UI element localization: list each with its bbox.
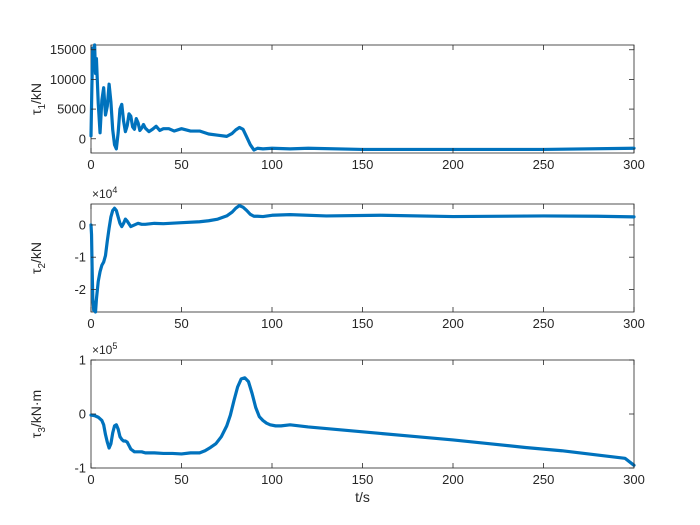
axis-multiplier: ×105: [92, 341, 117, 357]
subplot-1: 0 50 100 150 200 250 300 0 5000 10000 15000 τ1/kN: [28, 42, 645, 172]
y-tick-label: 0: [79, 407, 86, 422]
x-tick-label: 250: [533, 157, 555, 172]
y-axis-label: τ2/kN: [28, 242, 48, 274]
series-line: [89, 204, 636, 314]
y-axis-label: τ1/kN: [28, 83, 48, 115]
x-tick-label: 100: [261, 157, 283, 172]
y-tick-label: 15000: [50, 42, 86, 57]
axes-box: [90, 203, 635, 313]
series-line: [89, 376, 636, 467]
x-tick-label: 150: [352, 157, 374, 172]
y-tick-label: 1: [79, 353, 86, 368]
x-tick-label: 0: [87, 472, 94, 487]
axis-multiplier: ×104: [92, 185, 117, 201]
x-tick-label: 0: [87, 316, 94, 331]
series-line: [89, 43, 636, 152]
y-axis-label: τ3/kN·m: [28, 390, 48, 438]
x-tick-label: 50: [174, 472, 188, 487]
y-tick-label: 0: [79, 217, 86, 232]
x-tick-label: 0: [87, 157, 94, 172]
x-tick-label: 50: [174, 157, 188, 172]
y-tick-label: -1: [74, 461, 86, 476]
x-tick-label: 300: [623, 472, 645, 487]
x-tick-label: 300: [623, 316, 645, 331]
x-tick-label: 150: [352, 316, 374, 331]
x-tick-label: 200: [442, 472, 464, 487]
subplot-2: 0 50 100 150 200 250 300 -2 -1 0 ×104 τ2/kN: [28, 185, 645, 331]
x-tick-label: 250: [533, 472, 555, 487]
x-tick-label: 50: [174, 316, 188, 331]
x-tick-label: 250: [533, 316, 555, 331]
x-tick-label: 300: [623, 157, 645, 172]
x-tick-label: 100: [261, 316, 283, 331]
x-tick-label: 100: [261, 472, 283, 487]
x-axis-label: t/s: [355, 489, 370, 505]
y-tick-label: -2: [74, 282, 86, 297]
x-tick-label: 200: [442, 316, 464, 331]
x-tick-label: 150: [352, 472, 374, 487]
y-tick-label: 10000: [50, 72, 86, 87]
axes-box: [90, 44, 635, 154]
y-tick-label: 5000: [57, 102, 86, 117]
axes-box: [90, 359, 635, 469]
y-tick-label: -1: [74, 250, 86, 265]
y-tick-label: 0: [79, 131, 86, 146]
x-tick-label: 200: [442, 157, 464, 172]
